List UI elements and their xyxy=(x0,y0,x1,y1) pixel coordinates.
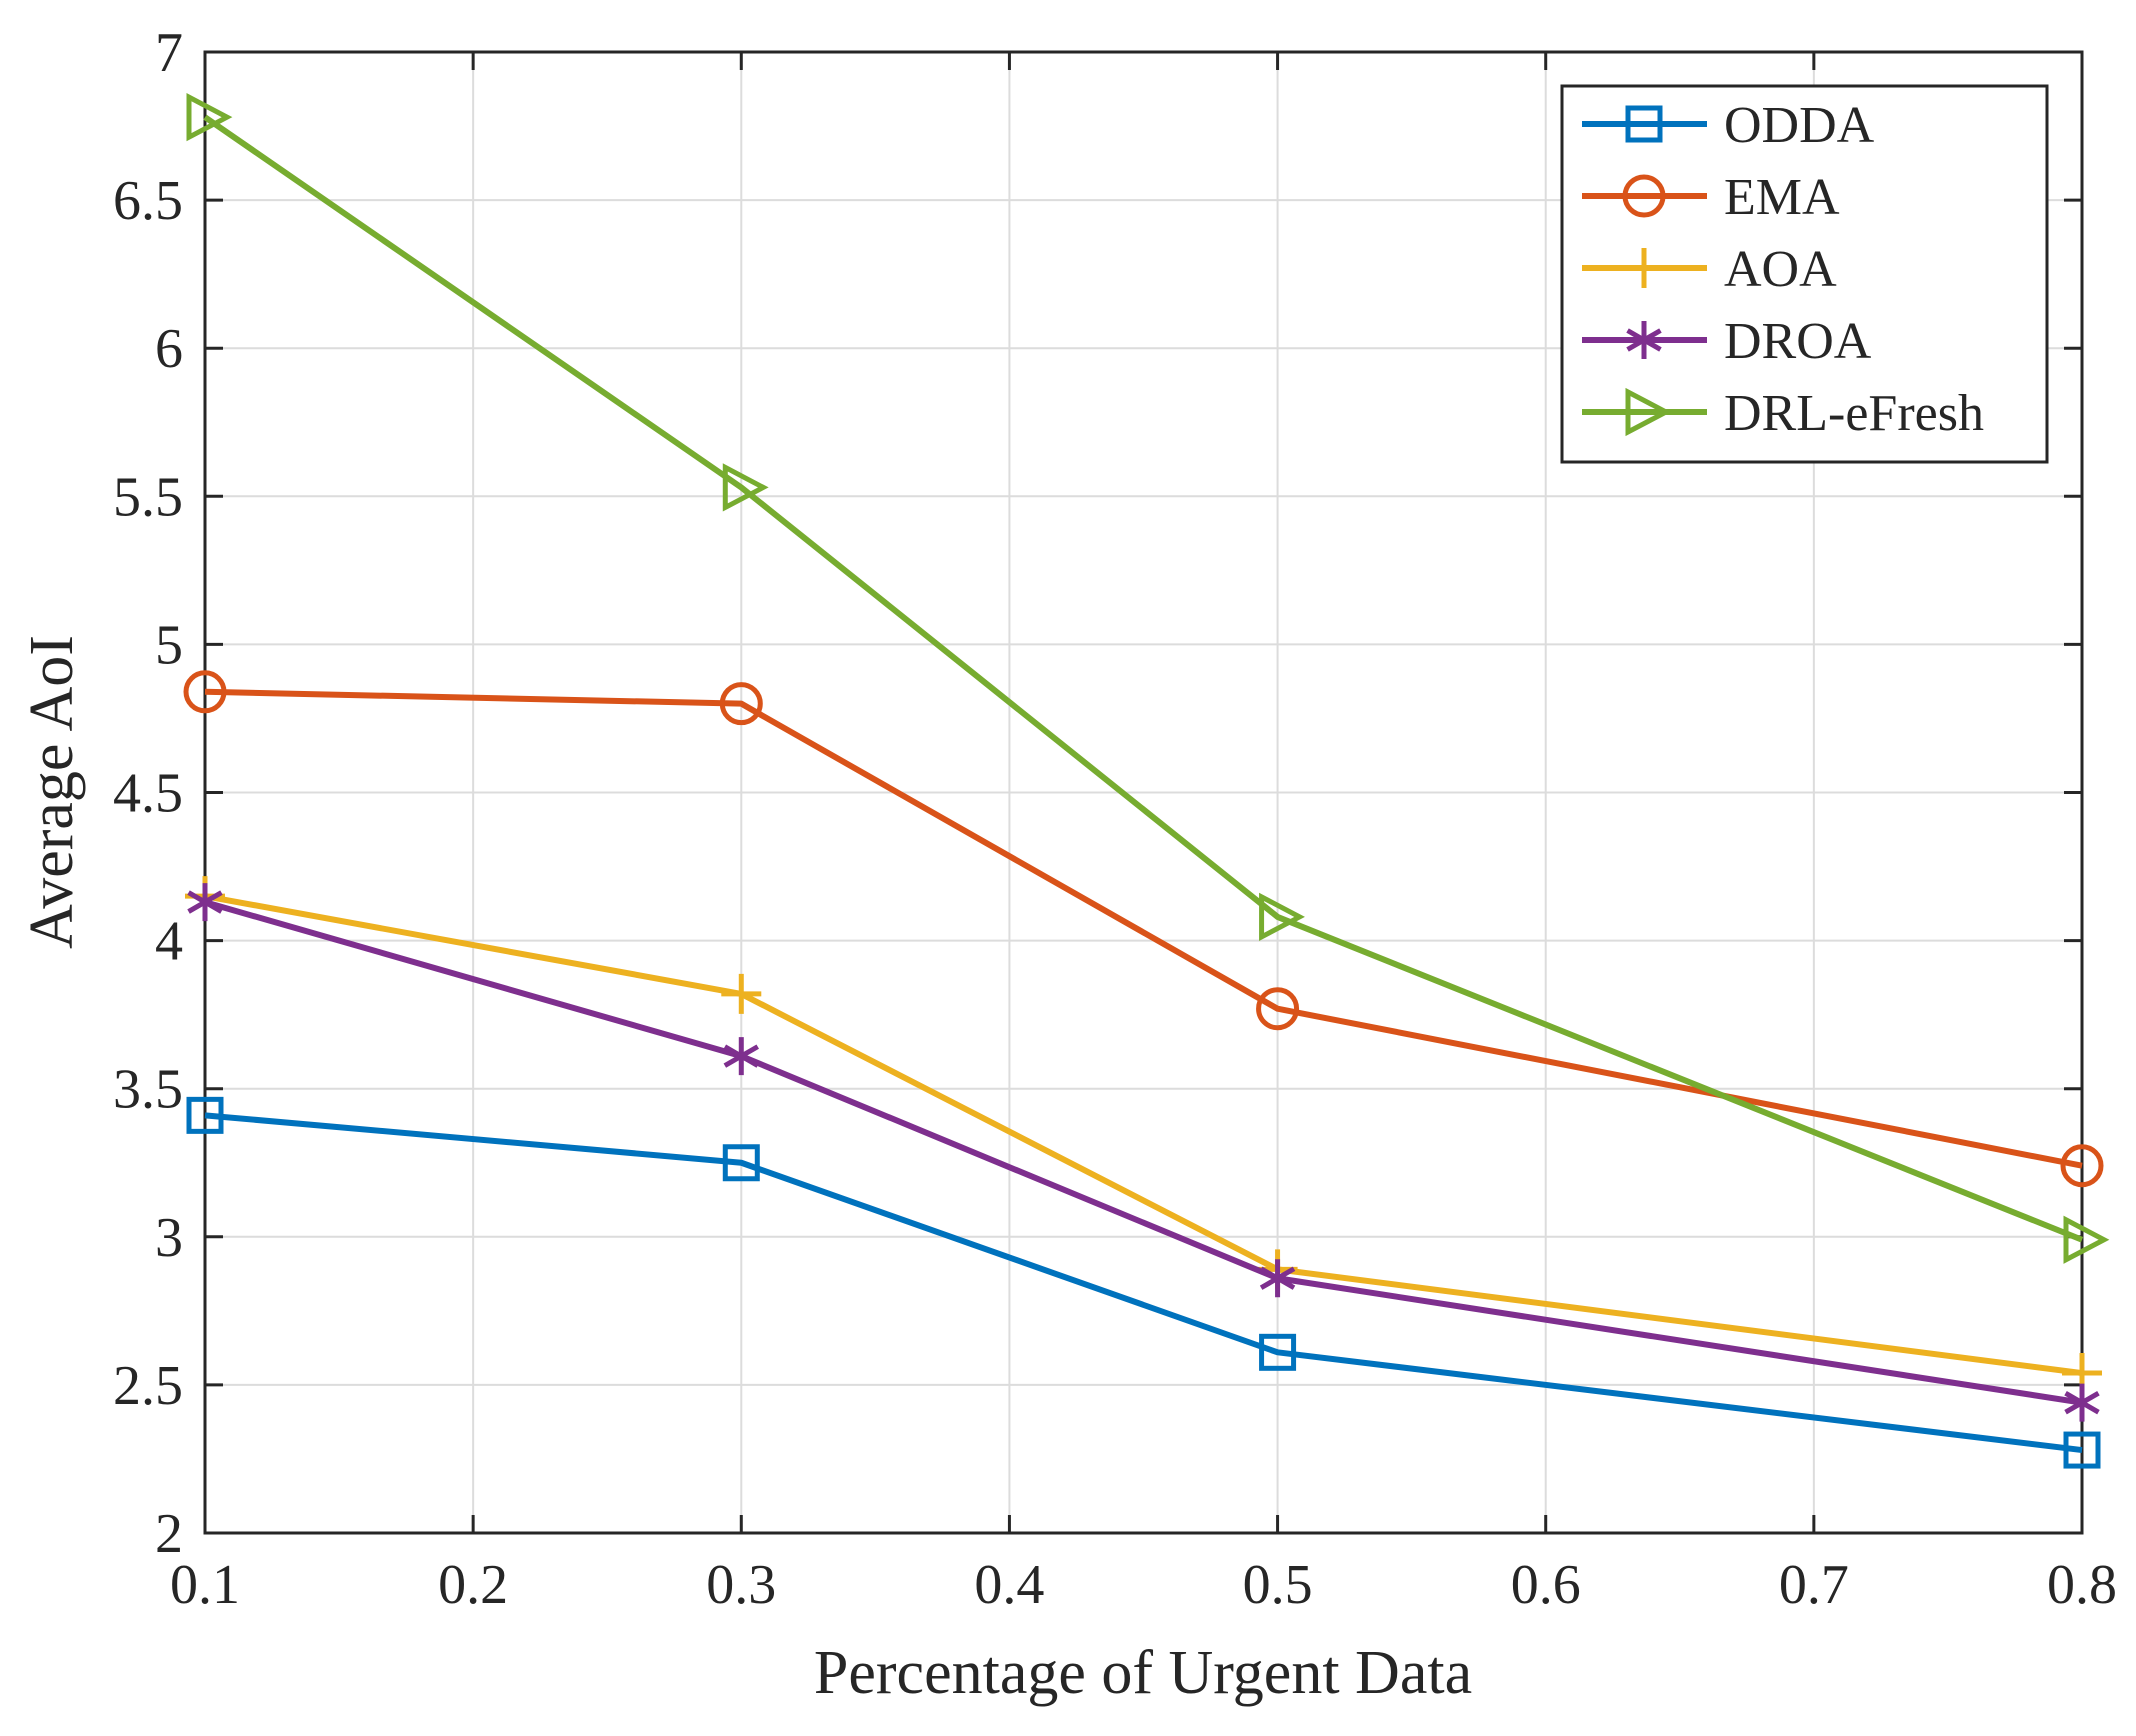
data-point-ema xyxy=(2060,1144,2104,1188)
data-point-odda xyxy=(2063,1431,2101,1469)
legend-label-droa: DROA xyxy=(1724,313,1872,370)
data-point-ema xyxy=(1256,987,1300,1031)
y-tick-label: 5 xyxy=(155,614,183,676)
data-point-ema xyxy=(719,682,763,726)
legend-marker-odda xyxy=(1625,105,1663,143)
legend-item-odda: ODDA xyxy=(1582,97,1875,154)
y-tick-label: 2 xyxy=(155,1503,183,1565)
y-tick-label: 2.5 xyxy=(113,1355,183,1417)
series-line-drl-efresh xyxy=(203,114,2084,1243)
data-point-droa xyxy=(187,883,223,922)
series-droa xyxy=(187,883,2100,1422)
x-tick-label: 0.8 xyxy=(2047,1554,2117,1616)
legend-item-drl-efresh: DRL-eFresh xyxy=(1582,385,1984,442)
y-tick-label: 3 xyxy=(155,1207,183,1269)
data-point-droa xyxy=(1259,1259,1296,1298)
data-point-ema xyxy=(183,670,227,714)
series-line-ema xyxy=(204,688,2083,1169)
legend-label-drl-efresh: DRL-eFresh xyxy=(1724,385,1984,442)
data-point-drl-efresh xyxy=(1259,892,1305,942)
y-tick-label: 4 xyxy=(155,911,183,973)
y-tick-label: 4.5 xyxy=(113,763,183,825)
legend-marker-ema xyxy=(1622,174,1666,218)
legend: ODDA EMA AOA DROA DRL-eFresh xyxy=(1560,84,2049,464)
y-tick-label: 3.5 xyxy=(113,1059,183,1121)
x-tick-label: 0.7 xyxy=(1779,1554,1849,1616)
legend-marker-aoa xyxy=(1624,248,1664,288)
series-odda xyxy=(186,1096,2101,1469)
y-axis-title: Average AoI xyxy=(18,635,86,949)
series-line-aoa xyxy=(204,893,2083,1377)
data-point-drl-efresh xyxy=(722,463,769,512)
x-axis-title: Percentage of Urgent Data xyxy=(814,1639,1472,1707)
legend-label-odda: ODDA xyxy=(1724,97,1875,154)
axis-ticks: 0.1 0.2 0.3 0.4 0.5 0.6 0.7 0.8 2 2.5 3 3.5 4 4.5 5 5.5… xyxy=(113,22,2117,1616)
y-tick-label: 6.5 xyxy=(113,170,183,232)
grid xyxy=(205,52,2082,1533)
legend-item-aoa: AOA xyxy=(1582,241,1837,298)
data-point-drl-efresh xyxy=(2063,1215,2110,1264)
data-point-odda xyxy=(1259,1333,1297,1371)
data-point-droa xyxy=(2064,1383,2100,1422)
series-group xyxy=(183,93,2110,1469)
legend-marker-droa xyxy=(1626,321,1662,359)
x-tick-label: 0.1 xyxy=(170,1554,240,1616)
series-ema xyxy=(183,670,2104,1188)
data-point-odda xyxy=(186,1096,224,1134)
legend-item-ema: EMA xyxy=(1582,169,1840,226)
legend-item-droa: DROA xyxy=(1582,313,1872,370)
data-point-drl-efresh xyxy=(186,93,233,142)
legend-label-ema: EMA xyxy=(1724,169,1840,226)
y-tick-label: 6 xyxy=(155,318,183,380)
y-tick-label: 7 xyxy=(155,22,183,84)
x-tick-label: 0.2 xyxy=(438,1554,508,1616)
series-line-odda xyxy=(204,1112,2083,1454)
data-point-droa xyxy=(723,1037,759,1076)
data-point-odda xyxy=(722,1144,760,1182)
series-line-droa xyxy=(204,899,2083,1406)
y-tick-label: 5.5 xyxy=(113,466,183,528)
x-tick-label: 0.5 xyxy=(1243,1554,1313,1616)
legend-label-aoa: AOA xyxy=(1724,241,1837,298)
x-tick-label: 0.3 xyxy=(706,1554,776,1616)
legend-marker-drl-efresh xyxy=(1625,387,1672,437)
x-tick-label: 0.6 xyxy=(1511,1554,1581,1616)
series-drl-efresh xyxy=(186,93,2110,1264)
data-point-aoa xyxy=(721,973,762,1014)
x-tick-label: 0.4 xyxy=(974,1554,1044,1616)
